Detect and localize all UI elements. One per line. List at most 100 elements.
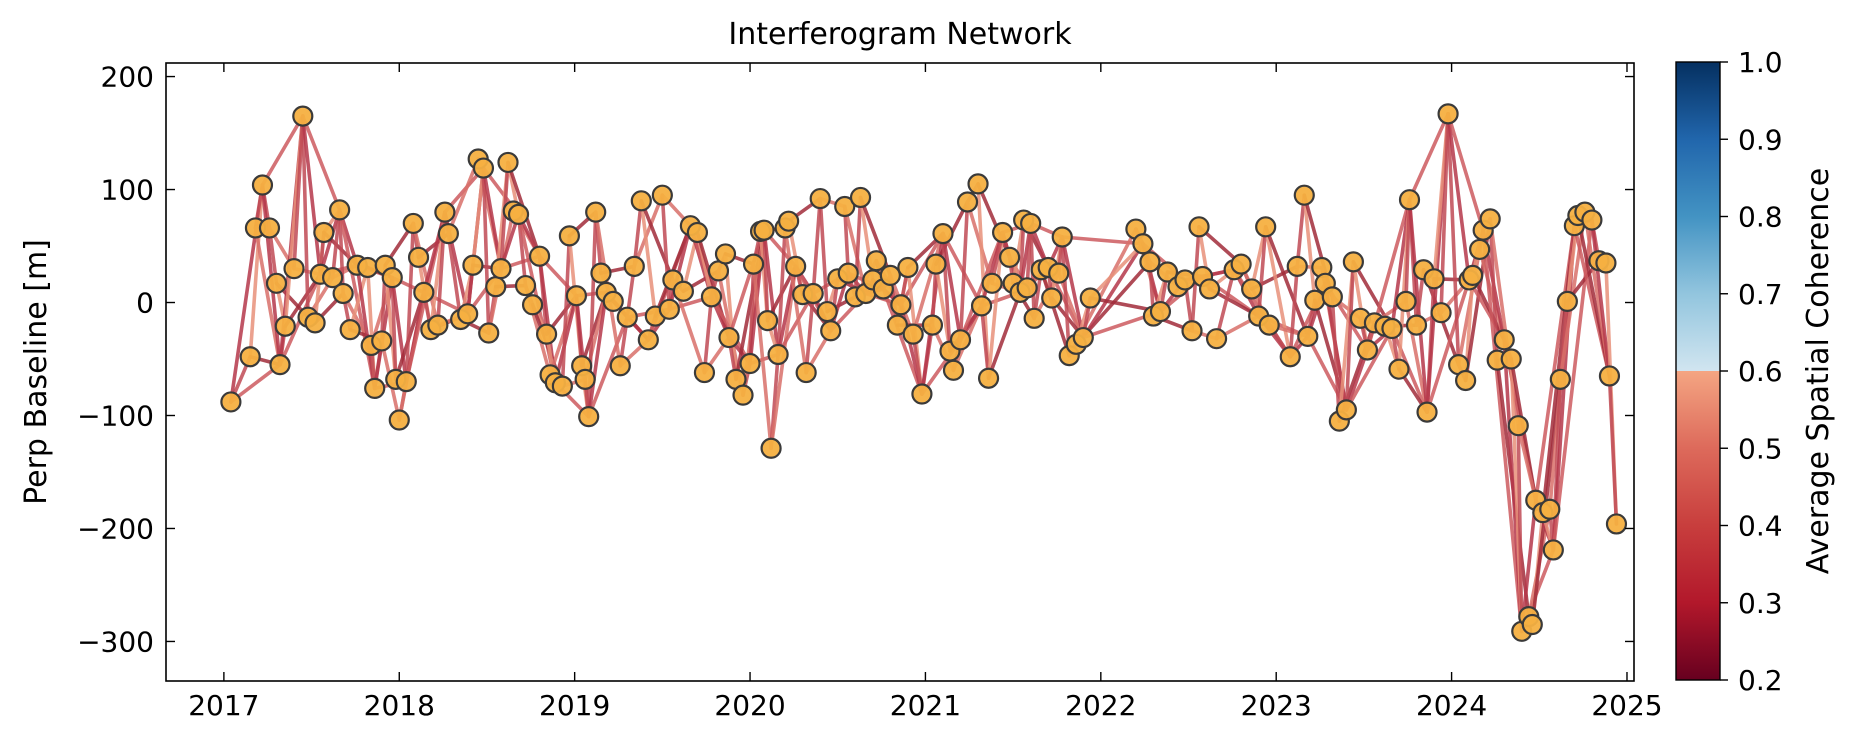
interferogram-edge <box>1446 112 1461 367</box>
acquisition-point <box>1437 103 1459 125</box>
x-tick-label: 2020 <box>714 689 785 722</box>
interferogram-edge <box>1056 271 1086 340</box>
acquisition-point <box>1581 209 1603 231</box>
acquisition-point <box>1149 300 1172 323</box>
interferogram-edge <box>260 114 305 187</box>
acquisition-point <box>820 320 842 342</box>
acquisition-point <box>651 184 673 206</box>
interferogram-edge <box>639 199 658 318</box>
colorbar-tick-label: 0.4 <box>1738 510 1783 543</box>
interferogram-edge <box>1060 235 1086 340</box>
interferogram-edge <box>1081 241 1145 340</box>
acquisition-point <box>551 375 573 397</box>
interferogram-edge <box>1607 374 1619 526</box>
acquisition-point <box>693 361 716 384</box>
acquisition-point <box>802 282 824 305</box>
acquisition-point <box>1321 286 1343 308</box>
interferogram-edge <box>1039 267 1072 358</box>
acquisition-point <box>1507 415 1529 437</box>
acquisition-point <box>739 352 761 375</box>
acquisition-point <box>1279 346 1301 368</box>
interferogram-edge <box>1288 264 1300 359</box>
acquisition-point <box>897 256 919 279</box>
acquisition-point <box>967 173 989 195</box>
colorbar-tick-label: 0.7 <box>1738 278 1783 311</box>
acquisition-point <box>981 272 1003 294</box>
acquisition-point <box>760 437 782 459</box>
acquisition-point <box>1304 289 1326 311</box>
acquisition-point <box>753 219 775 241</box>
colorbar-tick-label: 0.6 <box>1738 355 1783 388</box>
acquisition-point <box>942 359 965 381</box>
acquisition-point <box>565 285 588 307</box>
acquisition-point <box>956 191 979 213</box>
colorbar-tick-label: 0.5 <box>1738 432 1783 465</box>
acquisition-point <box>778 210 800 232</box>
acquisition-point <box>1500 348 1522 370</box>
acquisition-point <box>590 262 612 284</box>
acquisition-point <box>637 329 659 351</box>
acquisition-point <box>849 186 872 209</box>
y-tick-label: 100 <box>101 174 154 207</box>
interferogram-edge <box>1256 225 1268 318</box>
colorbar <box>1675 61 1721 681</box>
acquisition-point <box>1023 307 1045 329</box>
acquisition-point <box>816 300 838 323</box>
colorbar-tick-label: 0.2 <box>1738 664 1783 697</box>
interferogram-edge <box>811 196 822 296</box>
interferogram-edge <box>1590 218 1612 378</box>
acquisition-point <box>381 267 403 289</box>
acquisition-point <box>1048 262 1070 284</box>
acquisition-point <box>1335 399 1357 421</box>
colorbar-ticks: 0.2 0.3 0.4 0.5 0.6 0.7 0.8 0.9 1.0 <box>1720 46 1783 697</box>
y-tick-label: −200 <box>77 512 154 545</box>
interferogram-edge <box>292 114 305 271</box>
acquisition-point <box>1132 233 1154 255</box>
interferogram-edge <box>1446 112 1471 282</box>
acquisition-point <box>578 406 600 428</box>
acquisition-point <box>1051 226 1073 248</box>
acquisition-point <box>1381 317 1403 340</box>
acquisition-point <box>1041 287 1063 309</box>
acquisition-point <box>1493 329 1515 351</box>
acquisition-point <box>1598 365 1621 387</box>
acquisition-point <box>1423 268 1445 290</box>
acquisition-point <box>623 255 645 277</box>
interferogram-edge <box>842 204 851 275</box>
acquisition-point <box>1286 255 1308 277</box>
x-tick-label: 2025 <box>1591 689 1662 722</box>
acquisition-point <box>395 371 417 393</box>
acquisition-point <box>837 262 859 284</box>
interferogram-edge <box>899 231 945 307</box>
acquisition-point <box>756 309 779 332</box>
acquisition-point <box>332 282 354 305</box>
interferogram-edge <box>853 195 863 299</box>
interferogram-edge <box>1407 112 1450 202</box>
acquisition-point <box>1016 277 1038 299</box>
acquisition-point <box>834 195 856 218</box>
interferogram-edge <box>1481 228 1524 634</box>
acquisition-point <box>1539 498 1561 520</box>
acquisition-point <box>292 105 314 127</box>
interferogram-edge <box>1302 193 1317 303</box>
acquisition-point <box>1020 212 1042 235</box>
colorbar-tick-label: 0.3 <box>1738 587 1783 620</box>
acquisition-point <box>658 298 680 320</box>
acquisition-point <box>921 314 944 336</box>
x-tick-label: 2018 <box>364 689 435 722</box>
acquisition-point <box>265 272 288 294</box>
interferogram-edge <box>751 262 773 451</box>
acquisition-point <box>1174 269 1196 291</box>
acquisition-point <box>1181 320 1203 342</box>
acquisition-point <box>1258 314 1280 336</box>
acquisition-point <box>478 322 500 344</box>
acquisition-point <box>932 222 954 245</box>
acquisition-point <box>718 326 740 349</box>
acquisition-point <box>714 243 737 265</box>
acquisition-point <box>879 264 901 287</box>
acquisition-point <box>1556 290 1578 312</box>
interferogram-edge <box>979 304 991 381</box>
interferogram-edge <box>804 291 815 375</box>
acquisition-point <box>1595 252 1617 274</box>
